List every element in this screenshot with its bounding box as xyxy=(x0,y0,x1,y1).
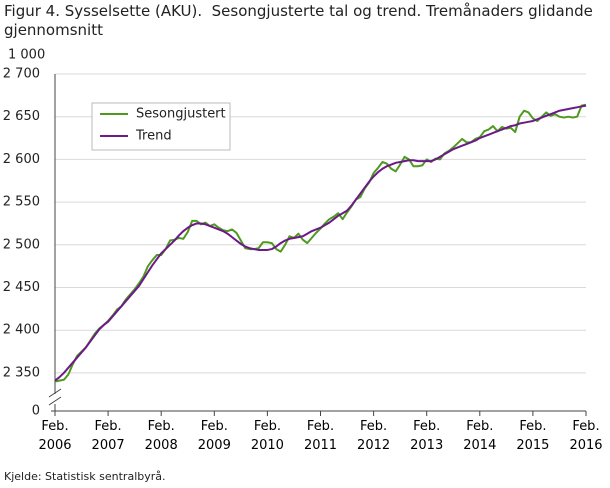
x-tick-label: Feb. 2015 xyxy=(516,419,550,453)
x-tick-label: Feb. 2010 xyxy=(250,419,284,453)
x-tick-label: Feb. 2013 xyxy=(410,419,444,453)
chart-title: Figur 4. Sysselsette (AKU). Sesongjuster… xyxy=(4,2,598,39)
x-tick-label: Feb. 2008 xyxy=(144,419,178,453)
y-tick-label: 2 450 xyxy=(3,280,40,295)
axis-break xyxy=(48,396,62,406)
legend-box xyxy=(91,102,231,151)
x-tick-label: Feb. 2009 xyxy=(197,419,231,453)
y-tick-label: 2 550 xyxy=(3,195,40,210)
x-tick-label: Feb. 2016 xyxy=(569,419,603,453)
x-tick-label: Feb. 2007 xyxy=(91,419,125,453)
y-tick-label: 2 500 xyxy=(3,237,40,252)
y-tick-label: 2 400 xyxy=(3,323,40,338)
x-tick-label: Feb. 2011 xyxy=(303,419,338,453)
series-line xyxy=(54,104,587,382)
y-tick-label: 2 350 xyxy=(3,365,40,380)
source-note: Kjelde: Statistisk sentralbyrå. xyxy=(4,470,166,483)
y-tick-label: 2 650 xyxy=(3,109,40,124)
y-tick-label: 0 xyxy=(32,404,40,419)
x-tick-label: Feb. 2014 xyxy=(463,419,497,453)
legend-label: Sesongjustert xyxy=(136,107,226,122)
legend-label: Trend xyxy=(135,129,172,144)
axis-break xyxy=(48,388,62,398)
x-tick-label: Feb. 2006 xyxy=(38,419,72,453)
y-tick-label: 2 600 xyxy=(3,152,40,167)
y-axis-unit: 1 000 xyxy=(8,48,45,63)
x-tick-label: Feb. 2012 xyxy=(357,419,391,453)
y-tick-label: 2 700 xyxy=(3,67,40,82)
